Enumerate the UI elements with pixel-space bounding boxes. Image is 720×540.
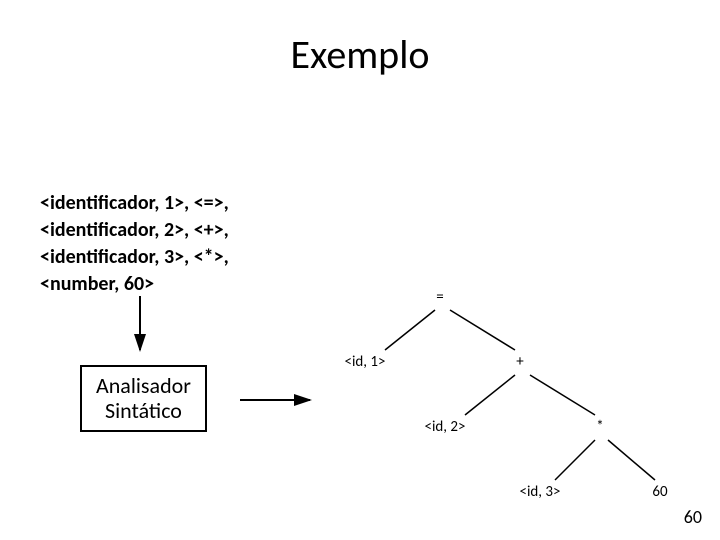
tree-node-id3: <id, 3> [510,483,570,501]
tree-node-plus: + [500,353,540,371]
tree-node-id1: <id, 1> [335,353,395,371]
tree-node-root: = [420,288,460,306]
syntax-tree-edges [0,0,720,540]
tree-node-star: * [580,418,620,436]
page-number: 60 [684,506,702,528]
tree-node-id2: <id, 2> [415,418,475,436]
tree-node-sixty: 60 [640,483,680,501]
